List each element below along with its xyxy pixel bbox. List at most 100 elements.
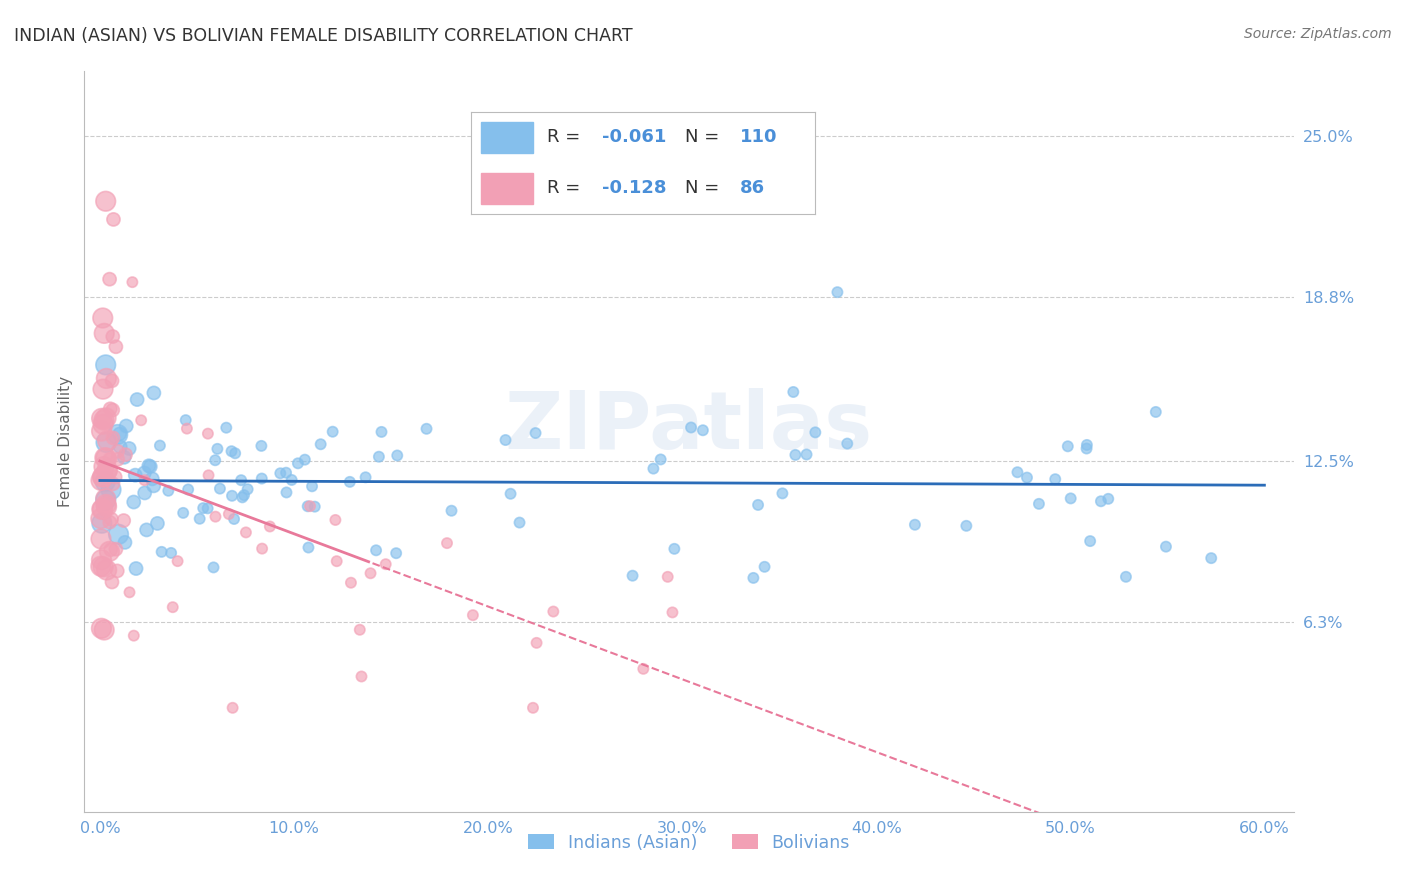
Point <box>138 458 160 473</box>
Point <box>354 470 377 484</box>
Point <box>90 516 112 531</box>
Point <box>96 434 118 448</box>
Point <box>250 439 273 453</box>
Point <box>664 541 686 556</box>
Point <box>543 605 565 619</box>
Point <box>325 554 347 568</box>
Text: -0.061: -0.061 <box>602 128 666 146</box>
Point <box>142 479 165 493</box>
Point <box>91 310 114 325</box>
Point <box>107 427 129 442</box>
Point <box>1045 472 1067 486</box>
Point <box>301 479 323 493</box>
Point <box>304 500 326 514</box>
Point <box>204 509 226 524</box>
Point <box>91 470 114 484</box>
Point <box>207 442 229 456</box>
Point <box>339 475 361 489</box>
Point <box>125 561 148 575</box>
Point <box>94 411 117 425</box>
Text: R =: R = <box>547 128 581 146</box>
Point <box>118 442 141 456</box>
Point <box>94 491 117 506</box>
Point <box>90 553 112 567</box>
Text: R =: R = <box>547 179 581 197</box>
Point <box>94 498 117 512</box>
Bar <box>481 122 533 153</box>
Point <box>124 468 146 483</box>
Text: -0.128: -0.128 <box>602 179 666 197</box>
Point <box>633 662 655 676</box>
Point <box>349 623 371 637</box>
Point <box>172 506 194 520</box>
Point <box>509 516 531 530</box>
Point <box>1154 540 1177 554</box>
Point <box>94 194 117 209</box>
Point <box>274 466 297 480</box>
Point <box>222 512 245 526</box>
Point <box>101 431 124 445</box>
Point <box>91 382 114 396</box>
Point <box>233 488 256 502</box>
Point <box>101 329 124 343</box>
Point <box>297 500 319 514</box>
Point <box>112 450 135 465</box>
Point <box>221 701 243 715</box>
Point <box>122 495 145 509</box>
Point <box>90 559 112 574</box>
Point <box>93 459 115 474</box>
Point <box>98 401 121 416</box>
Point <box>1007 465 1029 479</box>
Point <box>193 501 215 516</box>
Point <box>197 501 219 516</box>
Point <box>1115 570 1137 584</box>
Point <box>294 452 316 467</box>
Point <box>322 425 344 439</box>
Point <box>827 285 849 300</box>
Point <box>360 566 382 581</box>
Point <box>162 600 184 615</box>
Point <box>904 517 927 532</box>
Point <box>1056 439 1078 453</box>
Point <box>104 542 127 557</box>
Point <box>91 560 114 574</box>
Point <box>224 446 246 460</box>
Point <box>231 473 253 487</box>
Point <box>643 461 665 475</box>
Point <box>101 403 124 417</box>
Point <box>370 425 392 439</box>
Point <box>415 422 437 436</box>
Point <box>197 468 219 483</box>
Point <box>90 532 112 546</box>
Point <box>1144 405 1167 419</box>
Text: 110: 110 <box>740 128 778 146</box>
Point <box>280 473 302 487</box>
Point <box>1028 497 1050 511</box>
Point <box>1015 470 1038 484</box>
Y-axis label: Female Disability: Female Disability <box>58 376 73 508</box>
Point <box>231 491 253 505</box>
Point <box>114 535 136 549</box>
Point <box>235 525 257 540</box>
Point <box>837 436 859 450</box>
Point <box>90 474 112 488</box>
Point <box>108 440 131 454</box>
Point <box>134 486 156 500</box>
Point <box>309 437 332 451</box>
Point <box>90 621 112 635</box>
Point <box>796 448 818 462</box>
Point <box>94 451 117 466</box>
Point <box>107 444 129 458</box>
Text: 86: 86 <box>740 179 765 197</box>
Point <box>621 568 644 582</box>
Text: ZIPatlas: ZIPatlas <box>505 388 873 466</box>
Point <box>142 386 165 401</box>
Point <box>94 450 117 465</box>
Point <box>522 701 544 715</box>
Point <box>157 483 180 498</box>
Point <box>782 384 804 399</box>
Point <box>287 456 309 470</box>
Point <box>461 608 484 623</box>
Point <box>495 433 517 447</box>
Point <box>98 515 121 529</box>
